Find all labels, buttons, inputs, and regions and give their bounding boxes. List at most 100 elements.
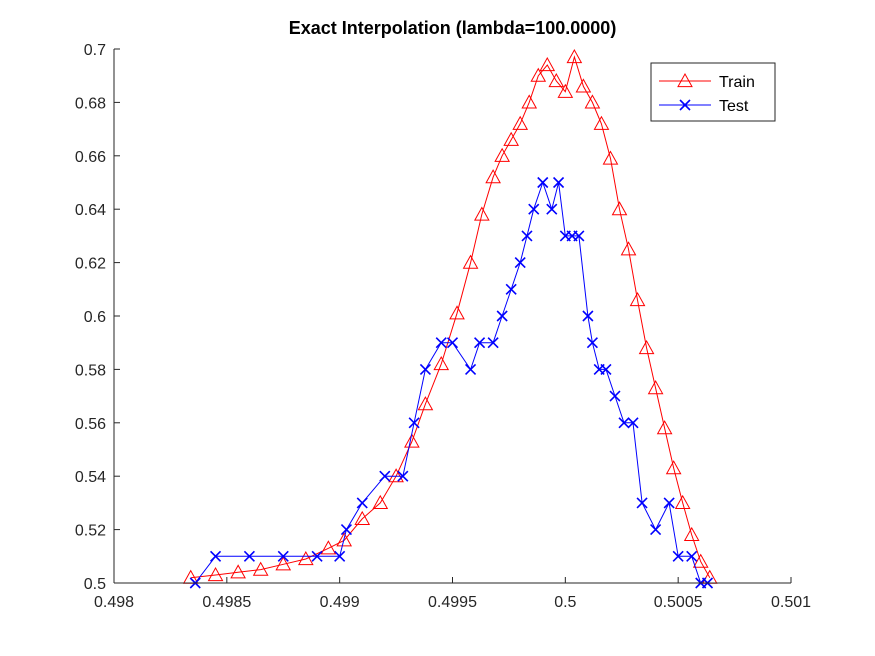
series-layer	[182, 48, 718, 589]
data-point	[593, 115, 610, 130]
data-point	[663, 497, 675, 509]
data-point	[404, 433, 420, 448]
legend-entry-test: Test	[659, 98, 749, 115]
x-tick-label: 0.5	[554, 594, 576, 611]
data-point	[582, 310, 594, 322]
data-point	[528, 203, 540, 215]
data-point	[494, 147, 510, 162]
data-point	[496, 310, 508, 322]
data-point	[609, 390, 621, 402]
data-point	[514, 257, 526, 269]
data-point	[552, 176, 565, 189]
data-point	[449, 305, 465, 320]
data-point	[672, 550, 684, 562]
axes-layer: 0.498 0.4985 0.499 0.4995 0.5 0.5005 0.501 0.5 0…	[75, 42, 811, 611]
data-point	[602, 150, 619, 165]
legend-label: Test	[719, 98, 749, 115]
data-point	[586, 337, 598, 349]
y-tick-label: 0.5	[84, 576, 106, 593]
x-tick-label: 0.501	[771, 594, 811, 611]
data-point	[575, 78, 592, 93]
data-point	[354, 510, 371, 526]
data-point	[683, 526, 700, 542]
series-train	[182, 48, 718, 584]
data-point	[379, 470, 391, 482]
data-point	[334, 550, 346, 562]
series-test	[189, 176, 714, 589]
legend: Train Test	[650, 62, 776, 122]
y-tick-label: 0.62	[75, 256, 106, 273]
data-point	[207, 566, 224, 582]
data-point	[611, 201, 628, 216]
data-point	[297, 550, 314, 566]
data-point	[620, 241, 637, 256]
data-point	[618, 417, 630, 429]
series-line	[194, 180, 708, 584]
y-tick-label: 0.64	[75, 202, 106, 219]
data-point	[462, 254, 479, 269]
data-point	[647, 380, 664, 395]
data-point	[433, 356, 450, 371]
data-point	[665, 460, 682, 475]
data-point	[388, 468, 404, 483]
y-tick-label: 0.66	[75, 149, 106, 166]
chart-title: Exact Interpolation (lambda=100.0000)	[288, 18, 617, 38]
x-tick-label: 0.498	[94, 594, 134, 611]
data-point	[372, 494, 389, 509]
data-point	[356, 497, 368, 509]
data-point	[650, 524, 662, 536]
data-point	[546, 203, 558, 215]
x-tick-label: 0.5005	[654, 594, 703, 611]
data-point	[600, 363, 612, 375]
data-point	[230, 564, 246, 579]
data-point	[674, 494, 691, 509]
data-point	[530, 67, 547, 82]
x-tick-label: 0.4995	[428, 594, 477, 611]
data-point	[584, 94, 601, 109]
data-point	[397, 470, 409, 482]
data-point	[656, 420, 673, 435]
data-point	[419, 363, 431, 375]
data-point	[537, 176, 549, 189]
data-point	[340, 524, 353, 536]
data-point	[435, 337, 447, 349]
data-point	[627, 417, 639, 429]
data-point	[573, 230, 585, 242]
data-point	[485, 169, 501, 184]
data-point	[277, 550, 289, 562]
data-point	[557, 83, 574, 98]
y-tick-label: 0.68	[75, 95, 106, 112]
data-point	[275, 556, 292, 571]
series-line	[190, 55, 711, 579]
y-tick-label: 0.56	[75, 416, 106, 433]
y-tick-label: 0.58	[75, 362, 106, 379]
plot-area	[114, 49, 791, 583]
data-point	[446, 337, 459, 349]
data-point	[311, 550, 323, 562]
legend-marker	[679, 99, 691, 111]
data-point	[548, 73, 565, 88]
data-point	[505, 283, 517, 295]
data-point	[464, 363, 477, 375]
y-tick-label: 0.54	[75, 469, 106, 486]
data-point	[243, 550, 255, 562]
data-point	[417, 396, 434, 411]
data-point	[252, 561, 269, 576]
x-tick-label: 0.499	[320, 594, 360, 611]
data-point	[521, 230, 533, 242]
x-tick-label: 0.4985	[202, 594, 251, 611]
data-point	[521, 94, 538, 109]
data-point	[320, 540, 337, 555]
y-tick-label: 0.7	[84, 42, 106, 59]
legend-box	[650, 62, 776, 122]
data-point	[636, 497, 648, 509]
legend-marker	[677, 72, 693, 88]
data-point	[474, 337, 486, 349]
data-point	[512, 115, 529, 130]
data-point	[503, 131, 520, 146]
data-point	[487, 337, 499, 349]
y-tick-label: 0.52	[75, 523, 106, 540]
data-point	[629, 291, 646, 307]
